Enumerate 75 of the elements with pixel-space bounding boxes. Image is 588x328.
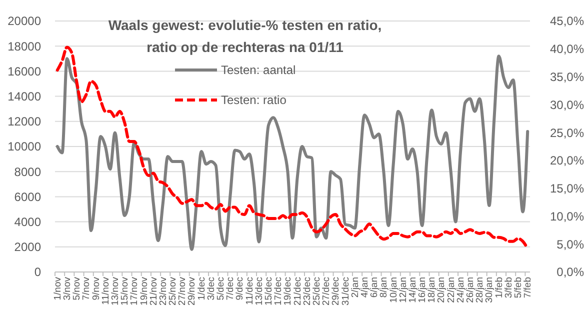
chart-title: Waals gewest: evolutie-% testen en ratio, [108,17,382,33]
y-tick-label: 18000 [8,39,42,54]
x-tick-label: 5/feb [513,277,524,298]
y-tick-label: 8000 [14,164,42,179]
x-tick-label: 15/nov [120,276,131,306]
x-tick-label: 8/jan [378,277,390,298]
x-tick-label: 14/jan [407,277,418,303]
x-tick-label: 30/jan [484,277,496,303]
x-tick-label: 17/nov [129,276,140,306]
x-tick-label: 21/dec [292,276,304,306]
x-tick-label: 19/nov [138,276,150,306]
x-tick-label: 29/dec [330,276,342,306]
x-tick-label: 7/dec [225,276,236,300]
x-tick-label: 15/dec [264,276,275,306]
x-tick-label: 3/dec [206,276,217,300]
x-tick-label: 12/jan [398,277,409,303]
x-tick-label: 28/jan [474,277,486,303]
y2-tick-label: 0,0% [556,265,584,280]
x-tick-label: 3/feb [503,277,514,298]
x-tick-label: 5/dec [216,276,227,300]
x-tick-label: 21/nov [148,276,160,306]
x-tick-label: 24/jan [455,277,466,303]
text: ratio op de rechteras na 01/11 [146,39,344,55]
y2-tick-label: 15,0% [550,182,584,196]
x-tick-label: 1/feb [494,277,505,298]
y-tick-label: 16000 [8,64,42,78]
x-tick-label: 23/nov [158,276,169,306]
x-tick-label: 2/jan [350,277,361,298]
x-tick-label: 31/dec [340,276,352,306]
x-tick-label: 11/dec [244,276,256,305]
x-tick-label: 25/dec [311,276,322,306]
y-tick-label: 6000 [14,190,42,204]
x-tick-label: 22/jan [446,277,457,303]
x-tick-label: 17/dec [273,276,284,306]
y-tick-label: 20000 [8,14,42,28]
x-tick-label: 4/jan [359,277,370,298]
x-tick-label: 16/jan [417,277,428,303]
x-tick-label: 29/nov [186,276,198,306]
y2-tick-label: 5,0% [556,237,584,252]
y-tick-label: 0 [34,265,42,280]
x-tick-label: 1/dec [196,276,208,300]
x-tick-label: 9/nov [90,276,102,300]
legend-label: Testen: ratio [221,93,287,108]
x-tick-label: 6/jan [369,277,380,298]
y-tick-label: 2000 [14,240,42,254]
x-tick-label: 26/jan [465,277,476,303]
x-tick-label: 7/feb [522,277,534,298]
x-tick-label: 5/nov [72,276,83,300]
x-tick-label: 3/nov [62,276,73,300]
x-tick-label: 20/jan [436,277,448,303]
y2-tick-label: 20,0% [550,154,584,168]
y-tick-label: 10000 [8,140,42,154]
x-tick-label: 18/jan [426,277,438,303]
x-tick-label: 23/dec [302,276,313,306]
y-tick-label: 14000 [8,90,42,104]
y2-tick-label: 10,0% [550,209,584,224]
legend-label: Testen: aantal [221,63,296,78]
y2-tick-label: 30,0% [550,98,584,112]
x-tick-label: 13/nov [110,276,121,306]
x-tick-label: 7/nov [81,276,92,300]
x-tick-label: 10/jan [388,277,400,303]
x-tick-label: 27/dec [321,276,332,306]
y2-tick-label: 25,0% [550,126,584,140]
x-tick-label: 19/dec [282,276,294,306]
y2-tick-label: 40,0% [550,42,584,56]
y-tick-label: 12000 [8,114,42,129]
x-tick-label: 13/dec [254,276,265,306]
x-tick-label: 1/nov [52,276,64,300]
x-tick-label: 11/nov [100,276,112,305]
y2-tick-label: 45,0% [550,14,584,28]
y2-tick-label: 35,0% [550,70,584,84]
x-tick-label: 9/dec [234,276,246,300]
x-tick-label: 25/nov [168,276,179,306]
y-tick-label: 4000 [14,215,42,229]
x-tick-label: 27/nov [177,276,188,306]
